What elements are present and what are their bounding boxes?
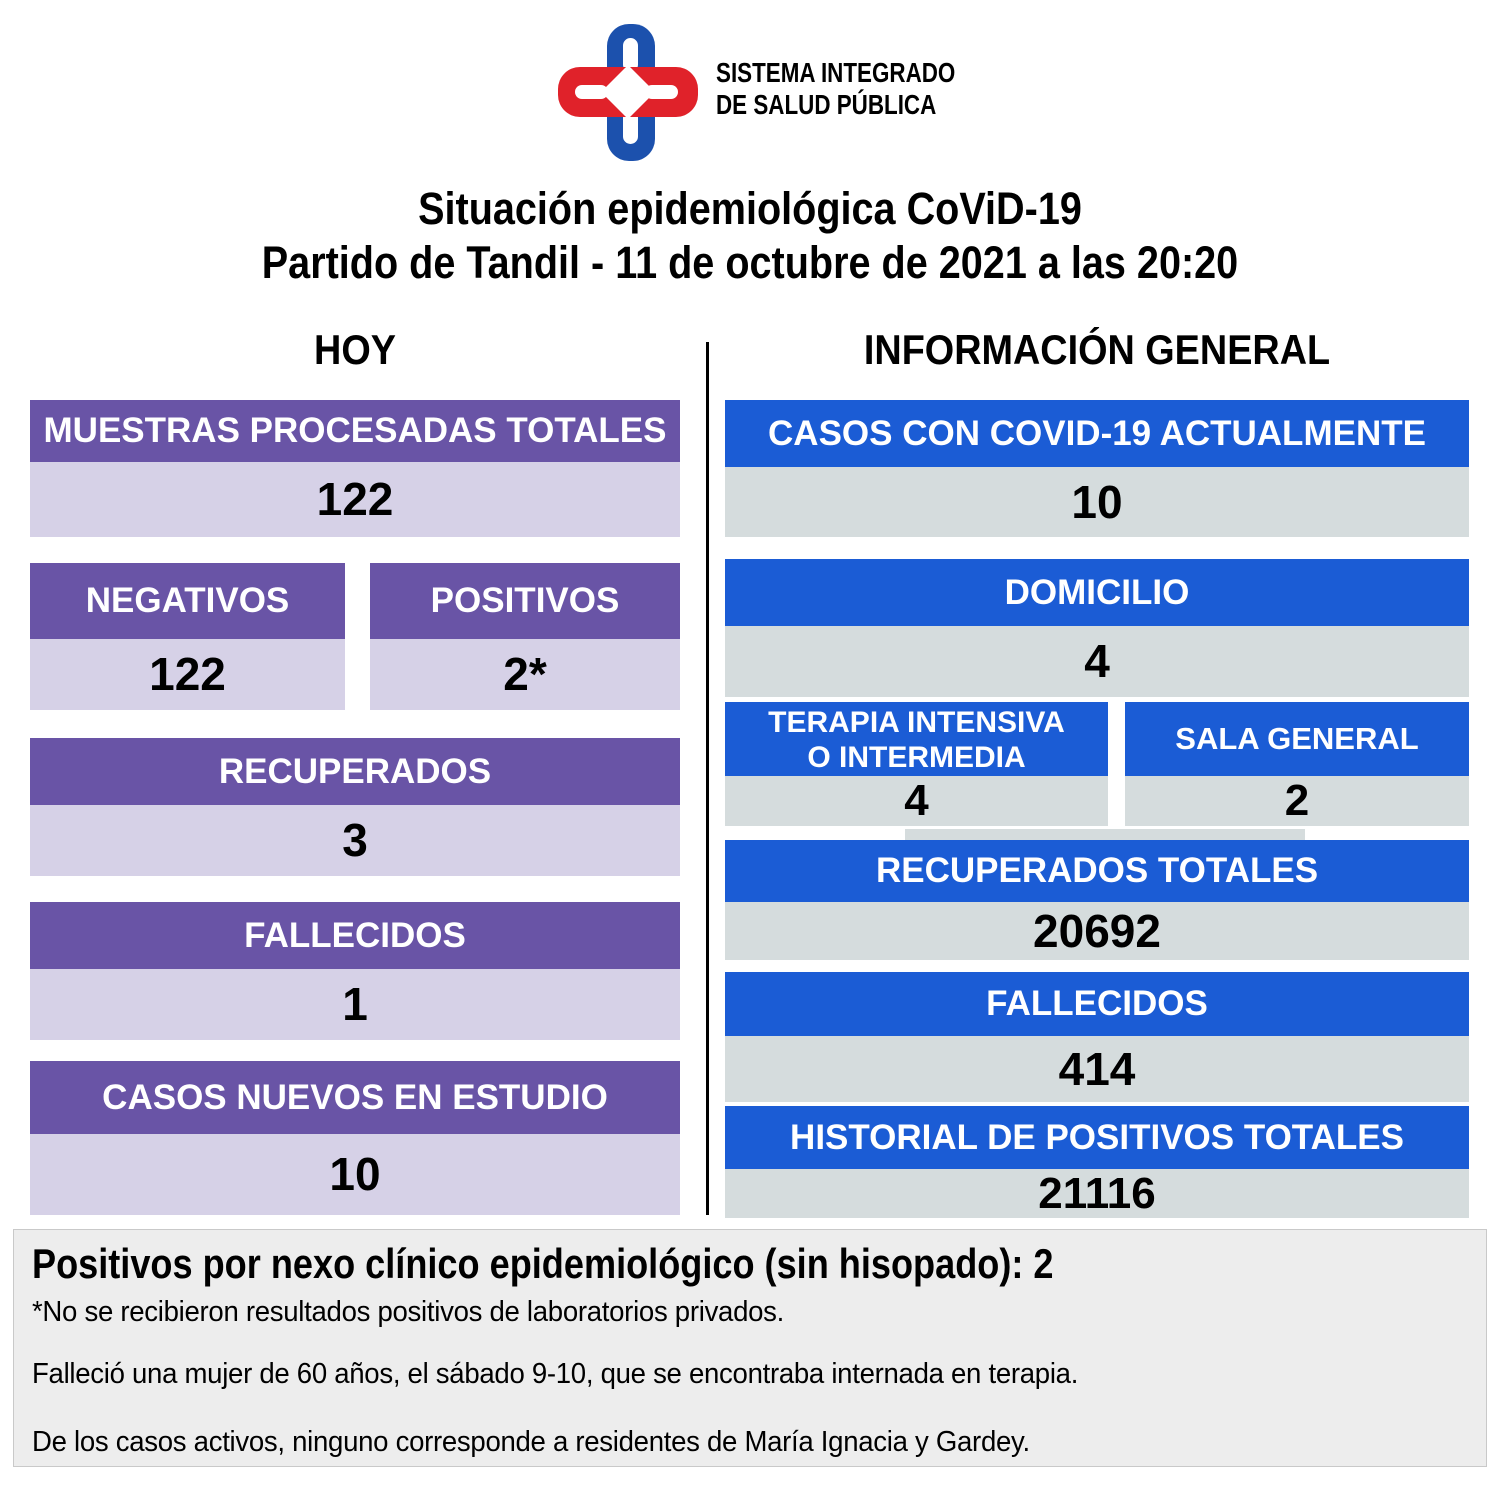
brand-line-2: DE SALUD PÚBLICA — [716, 89, 937, 120]
casos-actuales-value: 10 — [725, 467, 1469, 537]
overflow-strip — [905, 829, 1305, 840]
terapia-header-line-1: TERAPIA INTENSIVA — [768, 706, 1065, 739]
casos-nuevos-header: CASOS NUEVOS EN ESTUDIO — [30, 1061, 680, 1134]
sala-general-value: 2 — [1125, 776, 1469, 826]
page-title-line-1: Situación epidemiológica CoViD-19 — [418, 183, 1082, 234]
recuperados-hoy-header: RECUPERADOS — [30, 738, 680, 805]
logo-center-diamond — [601, 65, 655, 119]
terapia-header: TERAPIA INTENSIVA O INTERMEDIA — [725, 702, 1108, 776]
muestras-header: MUESTRAS PROCESADAS TOTALES — [30, 400, 680, 462]
terapia-header-line-2: O INTERMEDIA — [807, 741, 1026, 774]
recuperados-totales-value: 20692 — [725, 902, 1469, 960]
negativos-header: NEGATIVOS — [30, 563, 345, 639]
fallecidos-hoy-header: FALLECIDOS — [30, 902, 680, 969]
historial-positivos-header: HISTORIAL DE POSITIVOS TOTALES — [725, 1106, 1469, 1169]
note-deceased: Falleció una mujer de 60 años, el sábado… — [32, 1358, 1079, 1390]
sala-general-header: SALA GENERAL — [1125, 702, 1469, 776]
fallecidos-totales-value: 414 — [725, 1036, 1469, 1102]
recuperados-hoy-value: 3 — [30, 805, 680, 876]
fallecidos-hoy-value: 1 — [30, 969, 680, 1040]
page-title-line-2: Partido de Tandil - 11 de octubre de 202… — [261, 237, 1239, 288]
general-heading: INFORMACIÓN GENERAL — [863, 326, 1331, 373]
brand-name: SISTEMA INTEGRADO DE SALUD PÚBLICA — [716, 57, 955, 121]
casos-nuevos-value: 10 — [30, 1134, 680, 1215]
positivos-header: POSITIVOS — [370, 563, 680, 639]
recuperados-totales-header: RECUPERADOS TOTALES — [725, 840, 1469, 902]
positivos-value: 2* — [370, 639, 680, 710]
historial-positivos-value: 21116 — [725, 1169, 1469, 1218]
muestras-value: 122 — [30, 462, 680, 537]
domicilio-header: DOMICILIO — [725, 559, 1469, 626]
note-private-labs: *No se recibieron resultados positivos d… — [32, 1296, 785, 1328]
terapia-value: 4 — [725, 776, 1108, 826]
fallecidos-totales-header: FALLECIDOS — [725, 972, 1469, 1036]
notes-headline: Positivos por nexo clínico epidemiológic… — [32, 1240, 1054, 1287]
negativos-value: 122 — [30, 639, 345, 710]
notes-panel: Positivos por nexo clínico epidemiológic… — [13, 1229, 1487, 1467]
today-heading: HOY — [314, 326, 396, 373]
domicilio-value: 4 — [725, 626, 1469, 697]
casos-actuales-header: CASOS CON COVID-19 ACTUALMENTE — [725, 400, 1469, 467]
brand-line-1: SISTEMA INTEGRADO — [716, 57, 956, 88]
note-residents: De los casos activos, ninguno correspond… — [32, 1426, 1030, 1458]
sisp-logo-icon — [558, 24, 698, 161]
column-divider — [706, 342, 709, 1215]
